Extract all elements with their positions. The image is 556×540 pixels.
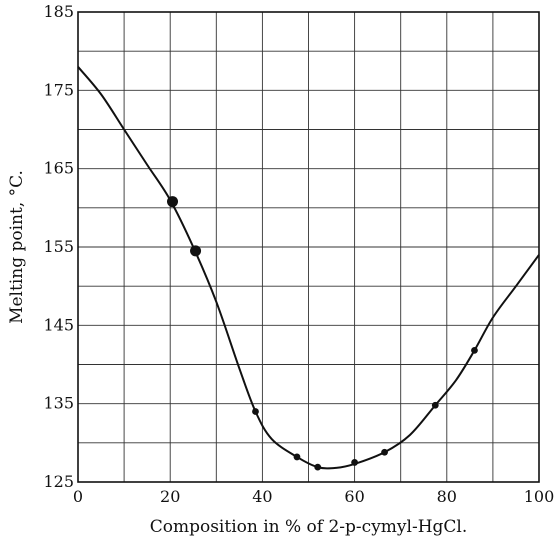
x-tick-label-40: 40 — [252, 487, 272, 506]
data-point-7 — [381, 448, 388, 456]
y-tick-label-125: 125 — [43, 472, 74, 491]
grid — [77, 11, 540, 483]
y-tick-label-135: 135 — [43, 394, 74, 413]
x-tick-labels: 0 20 40 60 80 100 — [73, 487, 554, 506]
x-tick-label-20: 20 — [160, 487, 180, 506]
data-points — [167, 196, 478, 471]
y-tick-labels: 125 135 145 155 165 175 185 — [43, 2, 74, 491]
y-tick-label-145: 145 — [43, 315, 74, 334]
y-tick-label-175: 175 — [43, 80, 74, 99]
x-tick-label-100: 100 — [524, 487, 555, 506]
data-point-8 — [431, 401, 439, 409]
data-point-1 — [167, 196, 179, 208]
data-point-4 — [293, 453, 301, 461]
x-tick-label-0: 0 — [73, 487, 83, 506]
x-axis-title: Composition in % of 2-p-cymyl-HgCl. — [150, 517, 468, 537]
data-point-6 — [351, 459, 358, 466]
data-point-5 — [314, 463, 322, 471]
x-tick-label-80: 80 — [437, 487, 457, 506]
melting-curve — [77, 66, 540, 470]
curve-layer — [77, 66, 540, 470]
x-tick-label-60: 60 — [344, 487, 364, 506]
data-point-3 — [252, 408, 259, 415]
data-point-2 — [190, 245, 202, 257]
y-tick-label-185: 185 — [43, 2, 74, 21]
y-axis-title: Melting point, °C. — [7, 170, 27, 324]
data-point-9 — [471, 347, 478, 354]
plot-frame — [77, 11, 540, 483]
y-tick-label-165: 165 — [43, 159, 74, 178]
y-tick-label-155: 155 — [43, 237, 74, 256]
